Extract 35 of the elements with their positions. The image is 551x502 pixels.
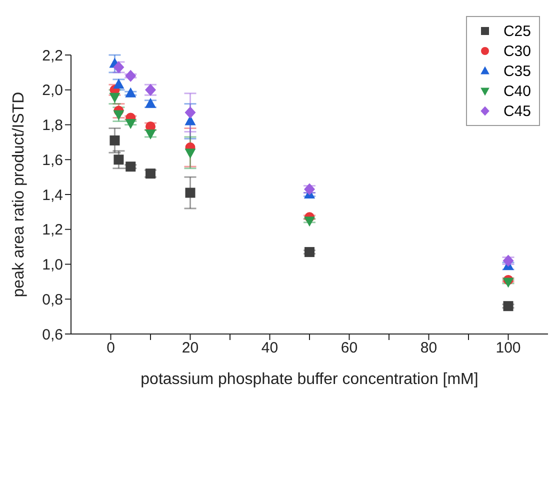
legend-label: C25 <box>503 22 531 40</box>
x-tick-label: 60 <box>340 340 358 357</box>
point <box>502 254 514 267</box>
legend-label: C40 <box>503 82 531 100</box>
x-tick-label: 80 <box>420 340 438 357</box>
point <box>146 168 156 179</box>
point <box>304 247 314 258</box>
x-tick-label: 20 <box>182 340 199 357</box>
y-tick-label: 0,8 <box>42 291 63 308</box>
point <box>502 278 514 288</box>
y-tick-label: 2,2 <box>42 47 63 64</box>
legend-label: C45 <box>503 102 531 120</box>
point <box>185 188 196 198</box>
point <box>304 216 315 227</box>
y-tick-label: 1,4 <box>42 186 63 204</box>
point <box>184 106 196 119</box>
y-tick-label: 1,0 <box>42 256 63 274</box>
x-tick-label: 0 <box>106 340 115 357</box>
point <box>109 92 120 103</box>
point <box>184 148 196 159</box>
point <box>503 301 514 312</box>
y-axis-title: peak area ratio product/ISTD <box>10 92 28 298</box>
legend-label: C35 <box>503 62 531 80</box>
y-tick-label: 2,0 <box>42 82 63 100</box>
y-tick-label: 0,6 <box>42 326 63 344</box>
y-tick-label: 1,8 <box>42 117 63 134</box>
x-tick-label: 40 <box>261 340 278 357</box>
legend-label: C30 <box>503 42 531 60</box>
x-tick-label: 100 <box>496 340 521 357</box>
y-tick-label: 1,6 <box>42 152 63 169</box>
point <box>110 135 120 146</box>
y-tick-label: 1,2 <box>42 222 63 239</box>
x-axis-title: potassium phosphate buffer concentration [mM] <box>140 371 478 388</box>
point <box>304 183 315 196</box>
point <box>114 154 124 165</box>
